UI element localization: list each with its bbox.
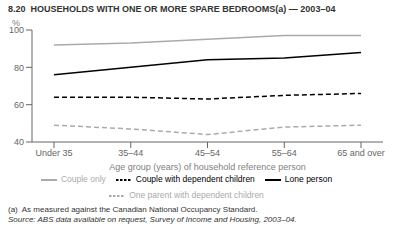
svg-text:Age group (years) of household: Age group (years) of household reference… <box>109 162 306 172</box>
html-text:Couple only: Couple only <box>60 174 106 185</box>
svg-text:60: 60 <box>14 100 24 110</box>
html-text:Lone person: Lone person <box>284 174 333 185</box>
html-text:Source: ABS data available on: Source: ABS data available on request, S… <box>8 215 297 224</box>
html-text:One parent with dependent chil: One parent with dependent children <box>129 190 264 201</box>
html-text:8.20 HOUSEHOLDS WITH ONE OR MO: 8.20 HOUSEHOLDS WITH ONE OR MORE SPARE B… <box>8 4 336 14</box>
svg-text:100: 100 <box>9 25 24 36</box>
svg-text:45–54: 45–54 <box>195 148 220 158</box>
html-text:Couple with dependent children: Couple with dependent children <box>135 174 255 185</box>
svg-text:%: % <box>12 18 20 28</box>
svg-text:40: 40 <box>14 137 24 147</box>
svg-text:55–64: 55–64 <box>272 148 297 158</box>
svg-text:35–44: 35–44 <box>118 148 143 158</box>
svg-text:80: 80 <box>14 63 24 73</box>
svg-text:Under 35: Under 35 <box>35 148 72 158</box>
html-text:(a) As measured against the Ca: (a) As measured against the Canadian Nat… <box>8 205 258 214</box>
svg-text:65 and over: 65 and over <box>337 148 385 158</box>
